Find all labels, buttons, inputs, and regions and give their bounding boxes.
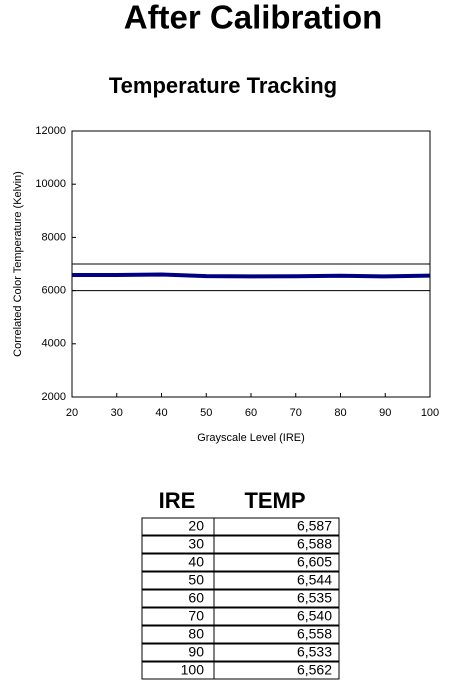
table-temp: 6,533 (297, 644, 332, 660)
table-cell (213, 661, 340, 680)
table-ire: 100 (181, 662, 205, 678)
y-axis-title: Correlated Color Temperature (Kelvin) (12, 171, 24, 357)
x-tick-label: 50 (200, 407, 212, 419)
table-temp: 6,587 (297, 518, 332, 534)
table-cell (213, 607, 340, 626)
table-header: IRE (159, 488, 196, 513)
x-tick-label: 40 (155, 407, 167, 419)
table-ire: 90 (188, 644, 204, 660)
table-cell (213, 553, 340, 572)
table-cell (213, 535, 340, 554)
x-tick-label: 30 (111, 407, 123, 419)
table-ire: 60 (188, 590, 204, 606)
table-ire: 20 (188, 518, 204, 534)
chart-title: Temperature Tracking (109, 73, 337, 98)
table-ire: 50 (188, 572, 204, 588)
x-tick-label: 70 (290, 407, 302, 419)
data-line (71, 272, 431, 279)
y-tick-label: 6000 (42, 285, 66, 297)
table-ire: 70 (188, 608, 204, 624)
table-temp: 6,544 (297, 572, 332, 588)
x-tick-label: 20 (66, 407, 78, 419)
x-tick-label: 90 (379, 407, 391, 419)
page-title: After Calibration (124, 0, 383, 36)
table-header: TEMP (244, 488, 305, 513)
table-ire: 40 (188, 554, 204, 570)
table-cell (213, 625, 340, 644)
table-temp: 6,535 (297, 590, 332, 606)
y-tick-label: 2000 (42, 391, 66, 403)
table-temp: 6,540 (297, 608, 332, 624)
table-temp: 6,588 (297, 536, 332, 552)
y-tick-label: 8000 (42, 231, 66, 243)
table-temp: 6,605 (297, 554, 332, 570)
x-tick-label: 100 (421, 407, 439, 419)
y-tick-label: 4000 (42, 338, 66, 350)
table-cell (213, 571, 340, 590)
table-temp: 6,558 (297, 626, 332, 642)
y-tick-label: 10000 (35, 178, 66, 190)
y-tick-label: 12000 (35, 125, 66, 137)
table-temp: 6,562 (297, 662, 332, 678)
table-ire: 80 (188, 626, 204, 642)
x-tick-label: 60 (245, 407, 257, 419)
table-cell (213, 643, 340, 662)
table-cell (213, 589, 340, 608)
x-tick-label: 80 (334, 407, 346, 419)
table-cell (213, 517, 340, 536)
x-axis-title: Grayscale Level (IRE) (197, 432, 305, 444)
table-ire: 30 (188, 536, 204, 552)
